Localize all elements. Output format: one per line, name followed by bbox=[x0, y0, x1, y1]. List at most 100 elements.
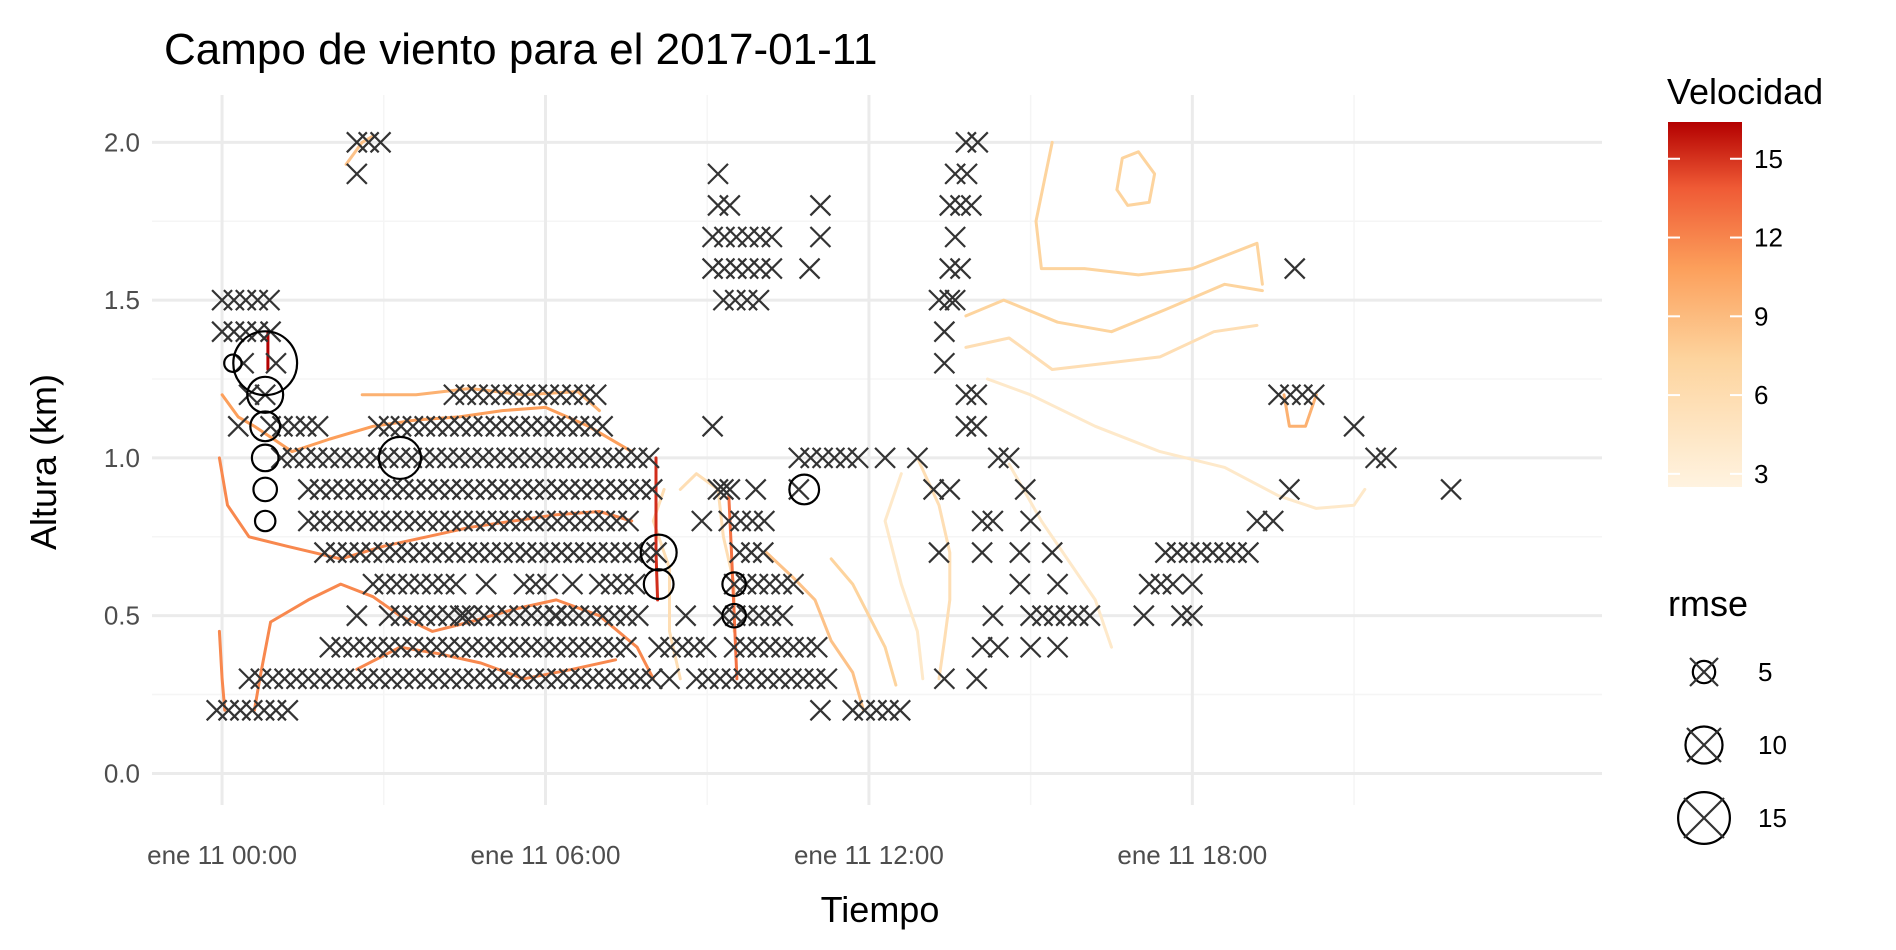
observation-marker bbox=[956, 163, 978, 185]
observation-marker bbox=[513, 573, 535, 595]
rmse-circle bbox=[639, 533, 678, 572]
observation-marker bbox=[549, 383, 572, 406]
observation-marker bbox=[770, 636, 793, 659]
observation-marker bbox=[369, 131, 392, 154]
observation-marker bbox=[965, 667, 988, 690]
observation-marker bbox=[944, 163, 966, 185]
observation-marker bbox=[949, 257, 972, 280]
observation-marker bbox=[321, 478, 343, 501]
observation-markers bbox=[205, 131, 1462, 722]
observation-marker bbox=[510, 478, 533, 501]
observation-marker bbox=[337, 541, 359, 564]
observation-marker bbox=[297, 667, 320, 690]
observation-marker bbox=[453, 604, 476, 627]
observation-marker bbox=[955, 415, 977, 438]
observation-marker bbox=[463, 667, 486, 690]
observation-marker bbox=[1046, 573, 1069, 595]
observation-marker bbox=[408, 541, 431, 564]
observation-marker bbox=[761, 226, 783, 248]
observation-marker bbox=[747, 573, 769, 595]
observation-marker bbox=[1246, 510, 1268, 532]
observation-marker bbox=[707, 194, 729, 217]
observation-marker bbox=[439, 510, 462, 532]
observation-marker bbox=[1009, 541, 1031, 564]
axis-ticks: ene 11 00:00 ene 11 06:00 ene 11 12:00 ene … bbox=[104, 127, 1267, 870]
y-tick-label: 2.0 bbox=[104, 127, 140, 157]
observation-marker bbox=[238, 667, 260, 690]
observation-marker bbox=[768, 667, 791, 690]
observation-marker bbox=[253, 699, 275, 722]
observation-marker bbox=[877, 699, 900, 722]
observation-marker bbox=[520, 415, 543, 438]
observation-marker bbox=[499, 667, 521, 690]
observation-marker bbox=[889, 699, 911, 722]
observation-marker bbox=[491, 541, 514, 564]
observation-marker bbox=[579, 415, 602, 438]
observation-marker bbox=[487, 667, 509, 690]
observation-marker bbox=[594, 667, 616, 690]
observation-marker bbox=[579, 636, 602, 659]
velocity-contour bbox=[986, 377, 1367, 510]
observation-marker bbox=[409, 573, 432, 595]
observation-marker bbox=[1154, 541, 1177, 564]
observation-marker bbox=[1041, 541, 1063, 564]
observation-marker bbox=[809, 194, 832, 217]
observation-marker bbox=[627, 604, 649, 627]
observation-marker bbox=[758, 573, 781, 595]
observation-marker bbox=[374, 573, 396, 595]
plot-grid bbox=[152, 95, 1602, 805]
observation-marker bbox=[874, 447, 896, 469]
observation-marker bbox=[749, 226, 771, 248]
velocity-contour bbox=[915, 456, 952, 681]
observation-marker bbox=[938, 257, 961, 280]
observation-marker bbox=[570, 478, 592, 501]
observation-marker bbox=[794, 636, 817, 659]
observation-marker bbox=[367, 415, 390, 438]
observation-marker bbox=[641, 478, 664, 501]
observation-marker bbox=[582, 667, 604, 690]
observation-marker bbox=[449, 636, 472, 659]
observation-marker bbox=[385, 573, 408, 595]
observation-marker bbox=[439, 667, 462, 690]
observation-marker bbox=[384, 541, 407, 564]
rmse-circle bbox=[250, 443, 280, 473]
observation-marker bbox=[624, 573, 646, 595]
observation-marker bbox=[1009, 573, 1031, 595]
observation-marker bbox=[933, 320, 956, 343]
observation-marker bbox=[933, 352, 956, 375]
rmse-legend-title: rmse bbox=[1668, 583, 1748, 624]
rmse-legend-label: 15 bbox=[1758, 803, 1787, 833]
observation-marker bbox=[841, 699, 864, 722]
rmse-legend-label: 5 bbox=[1758, 657, 1772, 687]
observation-marker bbox=[1170, 604, 1193, 627]
observation-marker bbox=[1343, 415, 1365, 438]
observation-marker bbox=[691, 510, 713, 532]
observation-marker bbox=[333, 510, 355, 532]
velocity-contours bbox=[217, 134, 1367, 712]
observation-marker bbox=[449, 415, 472, 438]
observation-marker bbox=[741, 510, 764, 532]
observation-marker bbox=[432, 541, 454, 564]
observation-marker bbox=[325, 541, 348, 564]
observation-marker bbox=[479, 541, 502, 564]
observation-marker bbox=[1291, 383, 1314, 406]
observation-marker bbox=[600, 573, 623, 595]
observation-marker bbox=[638, 447, 660, 469]
rmse-circle bbox=[249, 410, 282, 443]
rmse-legend-key bbox=[1689, 657, 1719, 687]
observation-marker bbox=[933, 667, 956, 690]
observation-marker bbox=[570, 667, 592, 690]
observation-marker bbox=[562, 541, 585, 564]
observation-marker bbox=[238, 383, 260, 406]
observation-marker bbox=[591, 636, 614, 659]
observation-marker bbox=[725, 257, 748, 280]
colorbar-tick-label: 12 bbox=[1754, 223, 1783, 253]
velocity-contour bbox=[217, 629, 227, 712]
observation-marker bbox=[520, 636, 543, 659]
observation-marker bbox=[938, 194, 961, 217]
observation-marker bbox=[671, 636, 694, 659]
observation-marker bbox=[695, 636, 717, 659]
chart-title: Campo de viento para el 2017-01-11 bbox=[164, 25, 877, 74]
observation-marker bbox=[641, 667, 664, 690]
